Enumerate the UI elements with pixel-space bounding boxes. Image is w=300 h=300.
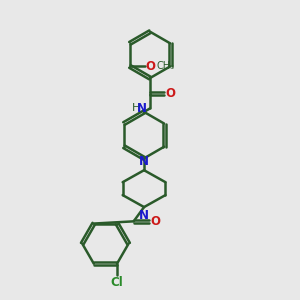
- Text: O: O: [151, 215, 160, 228]
- Text: N: N: [136, 102, 146, 115]
- Text: O: O: [146, 60, 155, 73]
- Text: N: N: [139, 209, 149, 222]
- Text: H: H: [132, 103, 140, 113]
- Text: Cl: Cl: [111, 277, 123, 290]
- Text: O: O: [166, 87, 176, 100]
- Text: N: N: [139, 155, 149, 168]
- Text: CH₃: CH₃: [156, 61, 174, 71]
